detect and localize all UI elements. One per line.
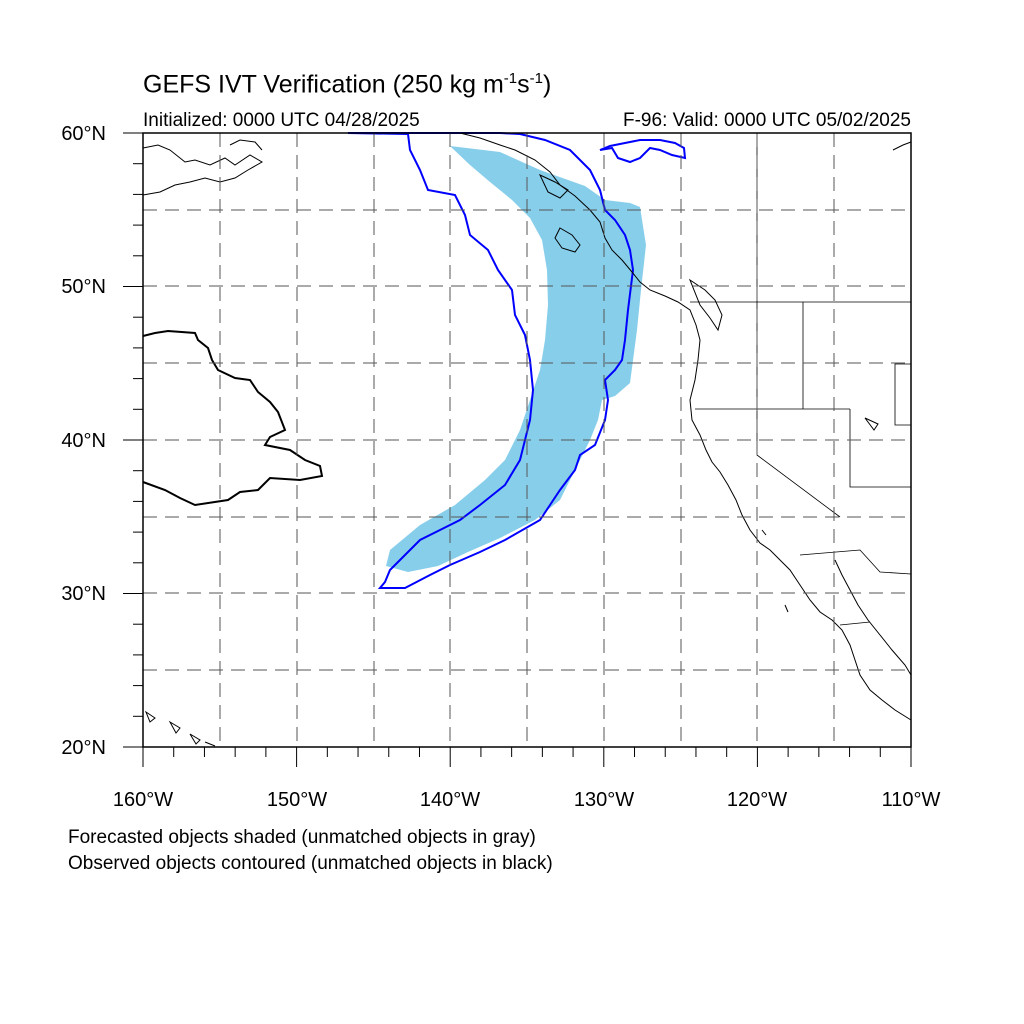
lat-label: 20°N <box>61 737 106 759</box>
valid-time-label: F-96: Valid: 0000 UTC 05/02/2025 <box>623 110 911 131</box>
lon-label: 110°W <box>882 789 941 811</box>
lon-label: 130°W <box>574 789 634 811</box>
graticule <box>143 133 911 747</box>
lat-label: 30°N <box>61 583 106 605</box>
lon-label: 160°W <box>113 789 173 811</box>
lon-label: 120°W <box>727 789 787 811</box>
latitude-labels: 20°N 30°N 40°N 50°N 60°N <box>61 123 106 759</box>
observed-object-unmatched <box>142 329 324 507</box>
lon-label: 140°W <box>420 789 480 811</box>
forecast-object-shaded <box>386 146 646 572</box>
forecast-note: Forecasted objects shaded (unmatched obj… <box>68 827 536 848</box>
legend-notes: Forecasted objects shaded (unmatched obj… <box>68 825 553 877</box>
axis-ticks <box>123 132 912 767</box>
lat-label: 50°N <box>61 276 106 298</box>
observed-note: Observed objects contoured (unmatched ob… <box>68 853 553 874</box>
map-title: GEFS IVT Verification (250 kg m-1s-1) <box>143 70 552 99</box>
observed-object-matched <box>347 132 687 589</box>
lon-label: 150°W <box>267 789 327 811</box>
state-boundaries <box>690 133 912 626</box>
lat-label: 40°N <box>61 430 106 452</box>
initialized-label: Initialized: 0000 UTC 04/28/2025 <box>143 110 420 131</box>
longitude-labels: 160°W 150°W 140°W 130°W 120°W 110°W <box>113 789 941 811</box>
lat-label: 60°N <box>61 123 106 145</box>
